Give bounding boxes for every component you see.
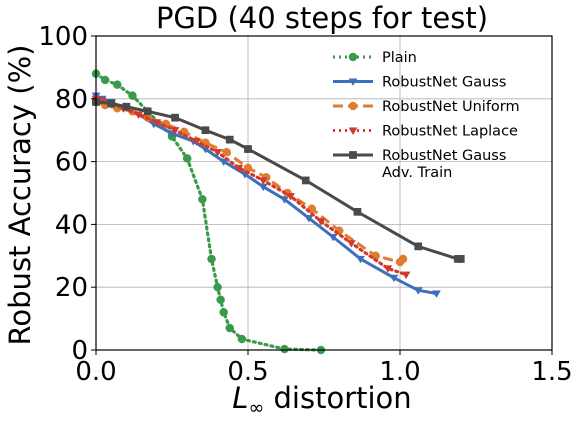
series-4: [91, 95, 411, 280]
data-point: [152, 119, 162, 127]
legend-marker: [348, 52, 358, 62]
legend-label: RobustNet Gauss: [382, 148, 506, 164]
series-line: [94, 72, 323, 352]
data-point: [389, 274, 399, 283]
x-tick-label: 1.0: [379, 357, 420, 387]
legend-marker: [348, 78, 358, 86]
data-point: [237, 334, 247, 344]
legend-label: Adv. Train: [382, 165, 452, 181]
legend-item: Plain: [333, 50, 417, 66]
x-axis-title-subscript: ∞: [248, 397, 264, 419]
x-axis-title: L∞ distortion: [232, 381, 411, 419]
y-tick-label: 40: [55, 210, 88, 240]
data-point: [213, 282, 222, 292]
data-point: [207, 254, 216, 264]
data-point: [198, 195, 207, 204]
legend-label: RobustNet Uniform: [382, 99, 520, 115]
data-point: [216, 295, 225, 305]
legend-marker: [349, 151, 357, 159]
legend-item: RobustNet Gauss: [333, 75, 506, 91]
data-point: [280, 196, 289, 204]
x-tick-label: 1.5: [531, 357, 572, 387]
data-point: [100, 75, 110, 85]
data-point: [316, 218, 326, 226]
data-point: [122, 102, 131, 111]
data-point: [328, 233, 338, 242]
data-point: [225, 323, 235, 333]
x-axis-title-symbol: L: [232, 381, 248, 415]
data-point: [170, 127, 180, 135]
y-axis-title: Robust Accuracy (%): [3, 45, 37, 346]
legend: Plain RobustNet Gauss RobustNet Uniform Rob…: [333, 50, 520, 181]
data-point: [222, 147, 231, 157]
data-point: [398, 254, 408, 264]
legend-label: RobustNet Gauss: [382, 75, 506, 91]
y-tick-label: 0: [71, 336, 88, 366]
legend-item: RobustNet Uniform: [333, 99, 520, 115]
data-point: [225, 135, 234, 144]
y-tick-label: 60: [55, 148, 88, 178]
data-point: [301, 176, 310, 185]
series-3: [91, 97, 408, 267]
series-1: [91, 69, 326, 355]
series-5: [92, 98, 465, 263]
plot-frame: [95, 35, 553, 351]
data-point: [201, 126, 210, 135]
data-point: [258, 177, 268, 185]
legend-label: RobustNet Laplace: [382, 124, 518, 140]
data-point: [219, 158, 229, 167]
data-point: [456, 255, 465, 263]
data-point: [213, 149, 223, 157]
y-tick-label: 20: [55, 273, 88, 303]
data-point: [304, 215, 314, 223]
data-point: [356, 255, 365, 264]
legend-label: Plain: [382, 50, 417, 66]
x-tick-label: 0.5: [227, 357, 268, 387]
legend-item: RobustNet Laplace: [333, 124, 518, 140]
data-point: [128, 91, 137, 100]
data-point: [401, 271, 411, 280]
data-point: [432, 290, 441, 298]
data-point: [243, 163, 253, 173]
data-point: [113, 80, 122, 89]
x-tick-label: 0.0: [75, 357, 116, 387]
data-point: [244, 145, 252, 153]
y-tick-label: 100: [38, 22, 88, 52]
data-point: [134, 111, 143, 119]
series-line: [94, 97, 408, 277]
legend-marker: [348, 127, 358, 135]
data-point: [219, 308, 228, 317]
data-point: [286, 193, 295, 201]
data-point: [413, 287, 423, 295]
legend-marker: [348, 101, 358, 111]
data-point: [383, 265, 393, 273]
data-point: [182, 154, 192, 163]
chart-title: PGD (40 steps for test): [156, 1, 488, 35]
y-tick-label: 80: [55, 85, 88, 115]
data-point: [143, 107, 152, 116]
data-point: [234, 164, 244, 173]
data-point: [346, 240, 356, 248]
series-layer: [91, 69, 465, 355]
data-point: [280, 344, 289, 354]
data-point: [171, 113, 179, 122]
tick-labels: 0.0 0.5 1.0 1.5 0 20 40 60 80 100: [38, 22, 572, 387]
x-axis-title-rest: distortion: [264, 381, 411, 415]
data-point: [191, 138, 201, 146]
data-point: [414, 242, 423, 251]
data-point: [353, 207, 362, 216]
series-line: [95, 100, 405, 264]
data-point: [107, 99, 116, 108]
